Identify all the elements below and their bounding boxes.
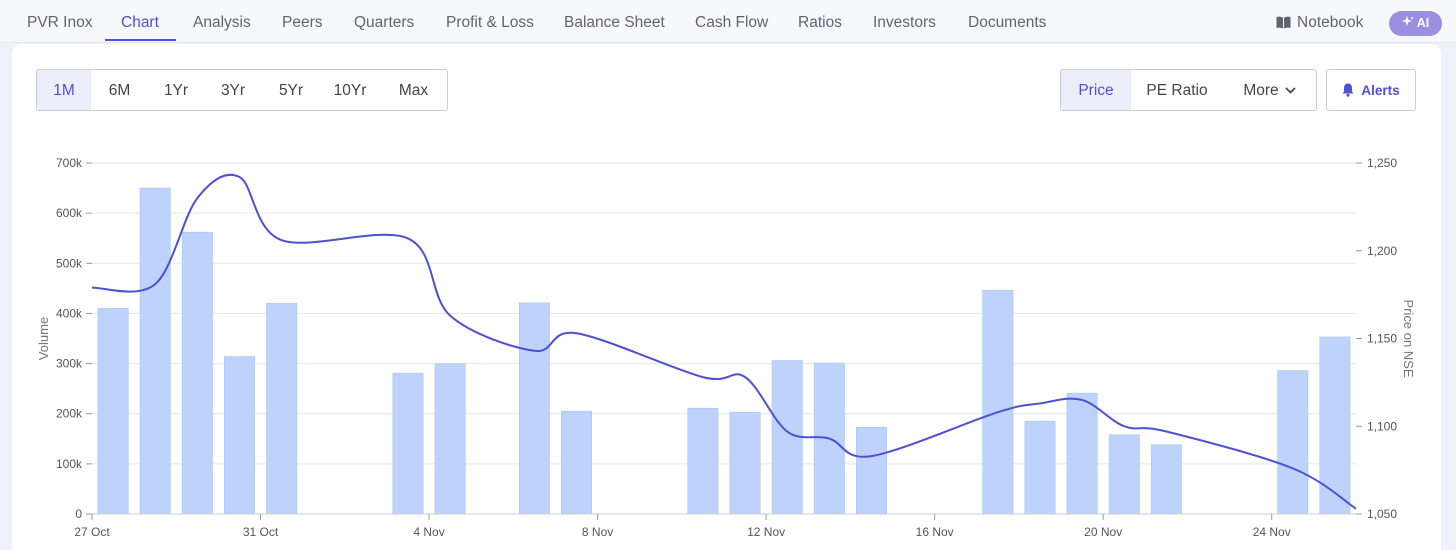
left-tick-label: 500k <box>56 256 83 270</box>
left-tick-label: 700k <box>56 156 83 170</box>
tab-chart[interactable]: Chart <box>121 14 159 31</box>
metric-pe-ratio-button[interactable]: PE Ratio <box>1146 82 1208 99</box>
x-tick-label: 16 Nov <box>916 525 954 539</box>
book-icon <box>1276 16 1291 29</box>
right-axis-title: Price on NSE <box>1401 299 1416 377</box>
range-1m-button[interactable]: 1M <box>37 70 91 110</box>
right-tick-label: 1,200 <box>1367 244 1397 258</box>
volume-bar[interactable] <box>1319 336 1351 515</box>
right-tick-label: 1,150 <box>1367 332 1397 346</box>
volume-bar[interactable] <box>1108 434 1140 515</box>
tab-documents[interactable]: Documents <box>968 14 1047 31</box>
x-tick-label: 8 Nov <box>582 525 613 539</box>
volume-bar[interactable] <box>518 302 550 515</box>
tab-pvr-inox[interactable]: PVR Inox <box>27 14 93 31</box>
x-tick-label: 31 Oct <box>243 525 279 539</box>
volume-bar[interactable] <box>1024 420 1056 515</box>
metric-price-button[interactable]: Price <box>1061 70 1131 110</box>
volume-bars <box>97 187 1351 515</box>
tab-cash-flow[interactable]: Cash Flow <box>695 14 769 31</box>
tab-peers[interactable]: Peers <box>282 14 323 31</box>
bell-icon <box>1342 83 1354 97</box>
metric-more-dropdown[interactable]: More <box>1223 70 1316 110</box>
volume-bar[interactable] <box>434 363 466 515</box>
x-tick-label: 20 Nov <box>1084 525 1122 539</box>
volume-bar[interactable] <box>223 356 255 515</box>
left-tick-label: 300k <box>56 357 83 371</box>
range-10yr-button[interactable]: 10Yr <box>333 82 367 99</box>
price-line <box>91 173 1357 510</box>
tab-profit-loss[interactable]: Profit & Loss <box>446 14 534 31</box>
x-tick-label: 27 Oct <box>74 525 110 539</box>
chevron-down-icon <box>1285 87 1296 94</box>
volume-bar[interactable] <box>181 231 213 515</box>
top-navigation: PVR Inox Chart Analysis Peers Quarters Profit… <box>0 0 1456 43</box>
volume-bar[interactable] <box>1277 370 1309 515</box>
volume-bar[interactable] <box>855 426 887 515</box>
alerts-button[interactable]: Alerts <box>1326 69 1416 111</box>
sparkle-icon <box>1401 16 1414 26</box>
volume-bar[interactable] <box>97 308 129 515</box>
ai-button[interactable]: AI <box>1389 11 1442 36</box>
left-tick-label: 400k <box>56 306 83 320</box>
left-tick-label: 600k <box>56 206 83 220</box>
right-tick-label: 1,050 <box>1367 507 1397 521</box>
volume-bar[interactable] <box>1150 444 1182 515</box>
volume-bar[interactable] <box>982 290 1014 515</box>
tab-ratios[interactable]: Ratios <box>798 14 842 31</box>
axes: 0 100k 200k 300k 400k 500k 600k 700k 1,050 1,100 1… <box>36 156 1416 539</box>
x-tick-label: 4 Nov <box>413 525 444 539</box>
volume-bar[interactable] <box>771 360 803 515</box>
x-tick-label: 12 Nov <box>747 525 785 539</box>
range-3yr-button[interactable]: 3Yr <box>220 82 246 99</box>
right-tick-label: 1,250 <box>1367 156 1397 170</box>
volume-bar[interactable] <box>139 187 171 515</box>
metric-selector: Price PE Ratio More <box>1060 69 1317 111</box>
x-tick-label: 24 Nov <box>1253 525 1291 539</box>
left-tick-label: 200k <box>56 407 83 421</box>
range-6m-button[interactable]: 6M <box>108 82 131 99</box>
more-label: More <box>1243 82 1279 99</box>
tab-analysis[interactable]: Analysis <box>193 14 251 31</box>
volume-bar[interactable] <box>561 410 593 515</box>
active-tab-indicator <box>105 39 176 41</box>
notebook-link[interactable]: Notebook <box>1276 0 1363 43</box>
tab-balance-sheet[interactable]: Balance Sheet <box>564 14 665 31</box>
price-line-layer <box>91 173 1357 510</box>
volume-bar[interactable] <box>687 407 719 515</box>
tab-quarters[interactable]: Quarters <box>354 14 415 31</box>
range-1yr-button[interactable]: 1Yr <box>163 82 189 99</box>
volume-bar[interactable] <box>266 303 298 515</box>
volume-bar[interactable] <box>729 411 761 515</box>
volume-bar[interactable] <box>1066 392 1098 515</box>
ai-label: AI <box>1416 16 1430 30</box>
range-max-button[interactable]: Max <box>398 82 429 99</box>
left-axis-title: Volume <box>36 317 51 360</box>
range-5yr-button[interactable]: 5Yr <box>278 82 304 99</box>
volume-bar[interactable] <box>392 372 424 515</box>
right-tick-label: 1,100 <box>1367 419 1397 433</box>
tab-investors[interactable]: Investors <box>873 14 936 31</box>
left-tick-label: 100k <box>56 457 83 471</box>
left-tick-label: 0 <box>75 507 82 521</box>
time-range-selector: 1M 6M 1Yr 3Yr 5Yr 10Yr Max <box>36 69 448 111</box>
notebook-label: Notebook <box>1297 14 1364 31</box>
alerts-label: Alerts <box>1361 83 1400 98</box>
